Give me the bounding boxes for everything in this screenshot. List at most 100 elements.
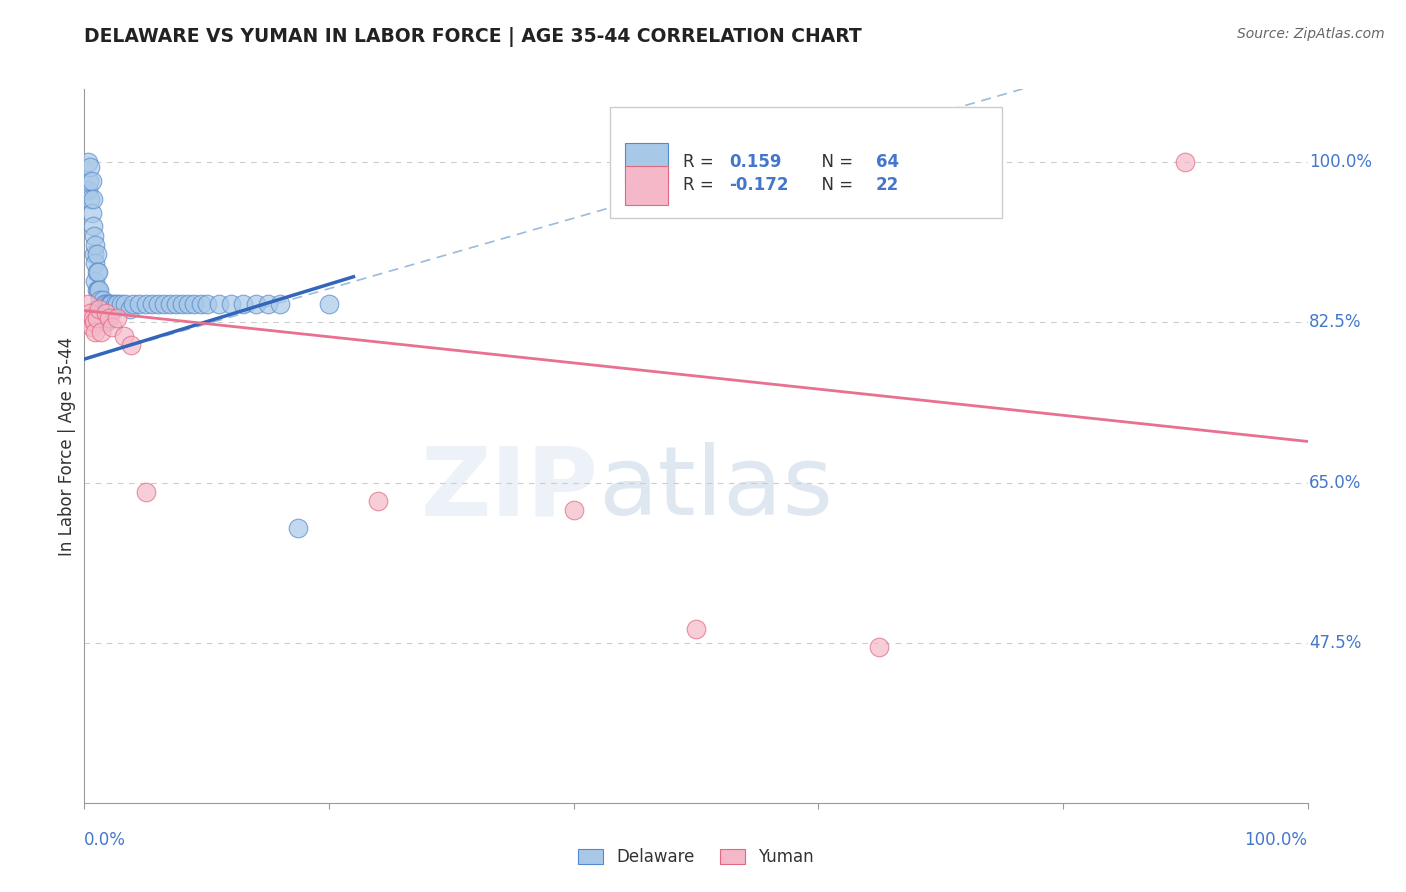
Text: ZIP: ZIP: [420, 442, 598, 535]
Point: [100, 297, 122, 311]
Point: [87, 284, 110, 298]
Point: [90, 301, 112, 316]
Point: [146, 297, 169, 311]
Point: [93, 316, 115, 330]
Bar: [626, 166, 668, 205]
Text: 100.0%: 100.0%: [1309, 153, 1372, 171]
Point: [685, 622, 707, 636]
Point: [87, 284, 110, 298]
Point: [80, 320, 103, 334]
Point: [79, 306, 101, 320]
Text: 22: 22: [876, 177, 898, 194]
Point: [98, 297, 121, 311]
Text: 0.159: 0.159: [728, 153, 782, 171]
Point: [159, 297, 181, 311]
Text: R =: R =: [682, 177, 718, 194]
Point: [269, 297, 291, 311]
FancyBboxPatch shape: [610, 107, 1001, 218]
Point: [110, 297, 132, 311]
Point: [82, 310, 104, 325]
Point: [105, 297, 128, 311]
Point: [84, 274, 107, 288]
Point: [1174, 155, 1197, 169]
Text: atlas: atlas: [598, 442, 834, 535]
Point: [122, 297, 145, 311]
Legend: Delaware, Yuman: Delaware, Yuman: [578, 847, 814, 866]
Point: [287, 521, 309, 535]
Text: 100.0%: 100.0%: [1244, 831, 1308, 849]
Point: [105, 310, 128, 325]
Point: [120, 338, 142, 352]
Point: [96, 297, 118, 311]
Point: [135, 484, 157, 499]
Point: [83, 247, 105, 261]
Point: [104, 297, 127, 311]
Point: [103, 301, 125, 316]
Point: [208, 297, 231, 311]
Text: R =: R =: [682, 153, 718, 171]
Point: [87, 301, 110, 316]
Point: [77, 155, 100, 169]
Point: [86, 284, 108, 298]
Text: 82.5%: 82.5%: [1309, 313, 1361, 332]
Point: [83, 228, 105, 243]
Text: 0.0%: 0.0%: [84, 831, 127, 849]
Point: [172, 297, 194, 311]
Point: [94, 301, 117, 316]
Point: [219, 297, 242, 311]
Point: [90, 325, 112, 339]
Point: [97, 297, 120, 311]
Point: [77, 174, 100, 188]
Point: [80, 174, 103, 188]
Point: [195, 297, 218, 311]
Point: [869, 640, 891, 655]
Point: [318, 297, 340, 311]
Point: [190, 297, 212, 311]
Point: [114, 297, 136, 311]
Point: [77, 183, 100, 197]
Point: [97, 310, 120, 325]
Text: 65.0%: 65.0%: [1309, 474, 1361, 491]
Text: N =: N =: [811, 153, 858, 171]
Text: -0.172: -0.172: [728, 177, 789, 194]
Point: [86, 247, 108, 261]
Point: [91, 293, 114, 307]
Point: [367, 494, 389, 508]
Text: N =: N =: [811, 177, 858, 194]
Text: Source: ZipAtlas.com: Source: ZipAtlas.com: [1237, 27, 1385, 41]
Point: [87, 265, 110, 279]
Point: [87, 301, 110, 316]
Point: [97, 301, 120, 316]
Text: DELAWARE VS YUMAN IN LABOR FORCE | AGE 35-44 CORRELATION CHART: DELAWARE VS YUMAN IN LABOR FORCE | AGE 3…: [84, 27, 862, 46]
Point: [84, 325, 107, 339]
Bar: [626, 143, 668, 182]
Point: [183, 297, 205, 311]
Point: [96, 316, 118, 330]
Point: [89, 293, 111, 307]
Point: [82, 192, 104, 206]
Point: [86, 265, 108, 279]
Point: [84, 256, 107, 270]
Point: [80, 205, 103, 219]
Point: [77, 310, 100, 325]
Point: [86, 310, 108, 325]
Point: [562, 503, 585, 517]
Point: [82, 219, 104, 234]
Point: [128, 297, 150, 311]
Point: [232, 297, 254, 311]
Point: [86, 301, 108, 316]
Text: 64: 64: [876, 153, 898, 171]
Text: 47.5%: 47.5%: [1309, 633, 1361, 652]
Point: [118, 301, 141, 316]
Point: [77, 297, 100, 311]
Point: [177, 297, 200, 311]
Point: [84, 237, 107, 252]
Point: [96, 306, 118, 320]
Point: [79, 160, 101, 174]
Point: [153, 297, 176, 311]
Point: [141, 297, 163, 311]
Point: [89, 310, 111, 325]
Point: [87, 301, 110, 316]
Point: [257, 297, 280, 311]
Point: [79, 192, 101, 206]
